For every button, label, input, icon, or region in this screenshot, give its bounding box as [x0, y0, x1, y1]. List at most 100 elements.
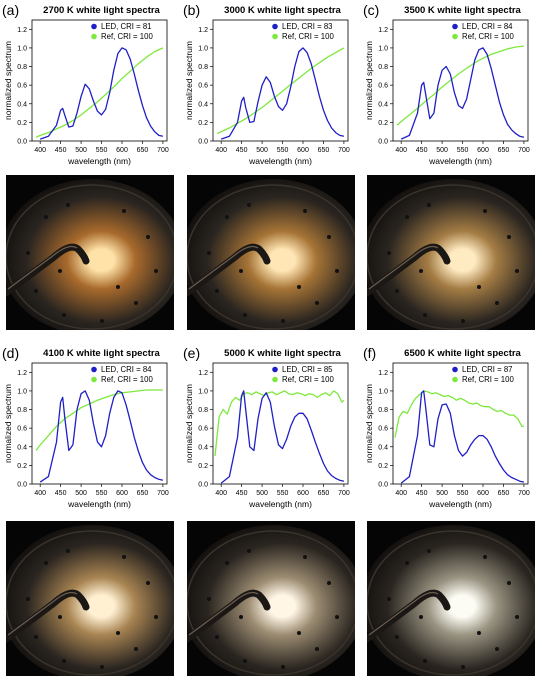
screw-hole: [239, 269, 243, 273]
y-tick-label: 0.6: [17, 83, 27, 90]
screw-hole: [315, 301, 319, 305]
fiber-probe: [367, 589, 451, 643]
y-tick-label: 0.2: [17, 463, 27, 470]
fiber-probe-highlight: [368, 245, 439, 290]
screw-hole: [495, 301, 499, 305]
chart-title: 3000 K white light spectra: [224, 5, 341, 16]
screw-hole: [154, 269, 158, 273]
fiber-probe-highlight: [188, 591, 259, 636]
x-tick-label: 550: [96, 147, 108, 154]
screw-hole: [297, 631, 301, 635]
y-tick-label: 0.6: [198, 83, 208, 90]
x-tick-label: 400: [215, 147, 227, 154]
y-tick-label: 1.0: [378, 45, 388, 52]
y-axis-label: normalized spectrum: [184, 41, 194, 120]
screw-hole: [62, 659, 66, 663]
screw-hole: [116, 631, 120, 635]
screw-hole: [247, 549, 251, 553]
screw-hole: [419, 269, 423, 273]
x-tick-label: 650: [137, 147, 149, 154]
screw-hole: [281, 319, 285, 323]
screw-hole: [66, 203, 70, 207]
y-tick-label: 1.2: [17, 370, 27, 377]
led-spectrum-line: [220, 390, 345, 484]
y-tick-label: 0.8: [378, 407, 388, 414]
x-tick-label: 650: [318, 490, 330, 497]
y-tick-label: 0.4: [198, 444, 208, 451]
reference-spectrum-line: [35, 389, 163, 451]
illuminated-plate: [367, 179, 535, 330]
legend-marker: [91, 366, 97, 373]
panel-d: (d) 4100 K white light spectra 0.0 0.2 0.4 0.…: [0, 343, 180, 683]
x-tick-label: 650: [318, 147, 330, 154]
screw-hole: [327, 235, 331, 239]
y-tick-label: 0.4: [378, 444, 388, 451]
legend-entry: LED, CRI = 87: [462, 365, 513, 374]
x-tick-label: 450: [416, 147, 428, 154]
y-tick-label: 0.2: [17, 120, 27, 127]
panel-label: (d): [2, 345, 19, 361]
lamp-photo: [367, 175, 535, 330]
x-tick-label: 700: [157, 147, 169, 154]
legend-marker: [91, 23, 97, 30]
x-axis-label: wavelength (nm): [428, 156, 492, 166]
y-tick-label: 0.2: [378, 120, 388, 127]
spectrum-chart: (a) 2700 K white light spectra 0.0 0.2 0.4 0.…: [2, 2, 169, 166]
led-spectrum-line: [39, 47, 164, 140]
x-tick-label: 450: [416, 490, 428, 497]
fiber-probe-highlight: [188, 245, 259, 290]
legend-marker: [272, 33, 278, 40]
panel-label: (f): [363, 345, 376, 361]
lamp-photo: [6, 521, 174, 676]
y-tick-label: 0.2: [378, 463, 388, 470]
screw-hole: [146, 581, 150, 585]
plate-rim: [367, 184, 535, 330]
x-tick-label: 700: [338, 490, 350, 497]
x-axis-label: wavelength (nm): [67, 499, 131, 509]
y-tick-label: 0.0: [17, 139, 27, 146]
led-spectrum-line: [39, 390, 164, 483]
plate-rim: [187, 530, 355, 676]
panel-c: (c) 3500 K white light spectra 0.0 0.2 0.4 0.…: [361, 0, 541, 340]
screw-hole: [58, 615, 62, 619]
x-tick-label: 400: [395, 490, 407, 497]
screw-hole: [387, 251, 391, 255]
reference-spectrum-line: [35, 47, 164, 138]
x-axis-label: wavelength (nm): [428, 499, 492, 509]
screw-hole: [303, 555, 307, 559]
x-tick-label: 450: [55, 490, 67, 497]
legend-entry: LED, CRI = 85: [282, 365, 333, 374]
x-tick-label: 550: [277, 147, 289, 154]
plot-frame: [392, 362, 529, 485]
y-tick-label: 0.0: [198, 482, 208, 489]
panel-label: (b): [183, 2, 200, 18]
legend-marker: [452, 23, 458, 30]
chart-title: 2700 K white light spectra: [43, 5, 160, 16]
legend-entry: Ref, CRI = 100: [101, 375, 153, 384]
spectrum-chart: (f) 6500 K white light spectra 0.0 0.2 0.4 0.…: [363, 345, 530, 509]
screw-hole: [207, 251, 211, 255]
x-axis-label: wavelength (nm): [67, 156, 131, 166]
screw-hole: [243, 313, 247, 317]
screw-hole: [44, 561, 48, 565]
y-tick-label: 0.8: [198, 407, 208, 414]
screw-hole: [515, 615, 519, 619]
y-axis-label: normalized spectrum: [3, 41, 13, 120]
legend-entry: LED, CRI = 84: [462, 22, 513, 31]
y-tick-label: 0.8: [198, 64, 208, 71]
illuminated-plate: [187, 525, 355, 676]
y-tick-label: 0.0: [17, 482, 27, 489]
plot-frame: [31, 19, 168, 142]
illuminated-plate: [367, 525, 535, 676]
y-axis-label: normalized spectrum: [364, 384, 374, 463]
x-tick-label: 700: [518, 490, 530, 497]
plot-frame: [212, 19, 349, 142]
y-axis-label: normalized spectrum: [364, 41, 374, 120]
x-axis-label: wavelength (nm): [248, 156, 312, 166]
x-tick-label: 400: [215, 490, 227, 497]
screw-hole: [423, 313, 427, 317]
lamp-photo: [187, 175, 355, 330]
x-tick-label: 500: [75, 490, 87, 497]
screw-hole: [134, 301, 138, 305]
screw-hole: [122, 555, 126, 559]
